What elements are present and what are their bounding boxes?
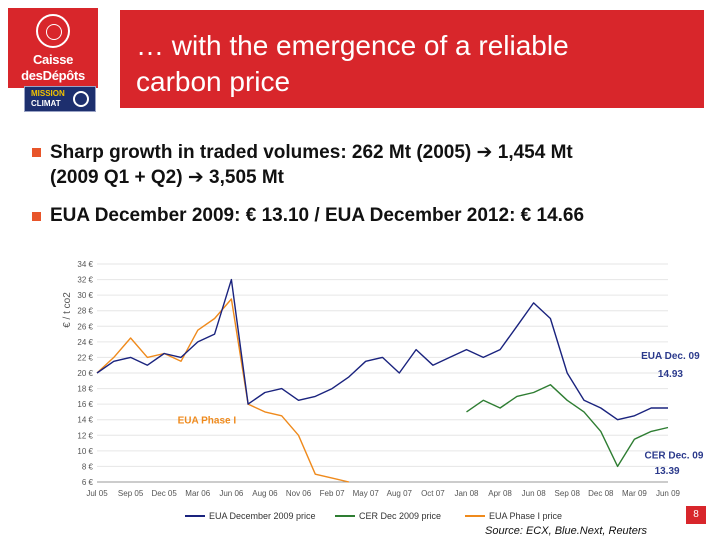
x-tick-label: Dec 05 [151,489,177,498]
x-tick-label: Jun 08 [522,489,547,498]
series-line-cer_dec09 [466,383,669,468]
y-tick-labels: 6 € 8 € 10 € 12 € 14 € 16 € 18 € 20 € 22 € 24 € 26… [77,260,93,487]
annotation-label: 13.39 [655,466,680,477]
arrow-right-icon: ➔ [187,166,204,188]
chart-annotations: EUA Dec. 09 14.93 EUA Phase I CER Dec. 09 13… [178,351,704,477]
carbon-price-chart: 6 € 8 € 10 € 12 € 14 € 16 € 18 € 20 € 22 € 24 € 26… [62,260,704,537]
x-tick-label: Oct 07 [421,489,445,498]
bullet-eua-prices: EUA December 2009: € 13.10 / EUA Decembe… [30,204,710,228]
bullet-square-icon [32,212,41,221]
chart-legend: EUA December 2009 price CER Dec 2009 pric… [185,511,562,521]
x-tick-label: Jul 05 [86,489,108,498]
annotation-label: EUA Phase I [178,416,237,427]
logo-text-line2: desDépôts [21,68,85,83]
legend-label: EUA December 2009 price [209,511,316,521]
y-tick-label: 12 € [77,431,93,440]
series-lines [96,278,669,483]
source-note: Source: ECX, Blue.Next, Reuters [485,525,648,537]
bullet-text-part1: Sharp growth in traded volumes: 262 Mt (… [50,142,472,163]
x-tick-label: Dec 08 [588,489,614,498]
x-tick-label: Apr 08 [488,489,512,498]
x-tick-label: Mar 06 [185,489,210,498]
bullet-text-part4: 3,505 Mt [209,167,285,188]
climat-text: CLIMAT [31,99,61,108]
annotation-label: CER Dec. 09 [644,451,703,462]
x-tick-label: Jun 09 [656,489,681,498]
annotation-label: 14.93 [658,369,683,380]
bullet-traded-volumes: Sharp growth in traded volumes: 262 Mt (… [30,140,710,190]
y-tick-label: 28 € [77,307,93,316]
y-tick-label: 26 € [77,322,93,331]
y-tick-label: 16 € [77,400,93,409]
slide-title-line1: … with the emergence of a reliable [136,30,569,61]
seal-icon [36,14,70,48]
y-axis-label: € / t co2 [62,292,73,328]
x-tick-label: Jun 06 [219,489,244,498]
x-tick-label: Jan 08 [454,489,479,498]
mission-text: MISSION [31,89,65,98]
y-tick-label: 8 € [82,462,94,471]
x-tick-label: Feb 07 [320,489,345,498]
legend-label: CER Dec 2009 price [359,511,441,521]
y-tick-label: 32 € [77,276,93,285]
y-tick-label: 18 € [77,385,93,394]
x-tick-label: Sep 05 [118,489,144,498]
slide-title-line2: carbon price [136,66,291,97]
title-banner: … with the emergence of a reliable carbo… [120,10,704,108]
x-tick-label: Aug 06 [252,489,278,498]
annotation-label: EUA Dec. 09 [641,351,700,362]
y-tick-label: 34 € [77,260,93,269]
y-tick-label: 6 € [82,478,94,487]
y-tick-label: 30 € [77,291,93,300]
x-tick-label: Sep 08 [555,489,581,498]
bullet-text-part3: (2009 Q1 + Q2) [50,167,183,188]
bullet-text: EUA December 2009: € 13.10 / EUA Decembe… [50,205,585,226]
x-tick-label: Aug 07 [387,489,413,498]
y-tick-label: 14 € [77,416,93,425]
legend-label: EUA Phase I price [489,511,562,521]
arrow-right-icon: ➔ [476,141,493,163]
logo-text-line1: Caisse [32,52,74,67]
bullet-text-part2: 1,454 Mt [497,142,573,163]
bullet-square-icon [32,148,41,157]
chart-gridlines [97,263,668,483]
y-tick-label: 24 € [77,338,93,347]
y-tick-label: 10 € [77,447,93,456]
mission-climat-mark-icon [73,91,89,107]
x-tick-labels: Jul 05 Sep 05 Dec 05 Mar 06 Jun 06 Aug 06 Nov … [86,489,680,498]
caisse-des-depots-logo: Caisse desDépôts [8,8,98,88]
series-line-eua_dec09 [96,278,668,421]
mission-climat-logo: MISSION CLIMAT [24,86,96,112]
x-tick-label: Mar 09 [622,489,647,498]
y-tick-label: 22 € [77,353,93,362]
x-tick-label: Nov 06 [286,489,312,498]
bullet-list: Sharp growth in traded volumes: 262 Mt (… [30,140,710,242]
y-tick-label: 20 € [77,369,93,378]
x-tick-label: May 07 [353,489,380,498]
page-number: 8 [686,506,706,524]
